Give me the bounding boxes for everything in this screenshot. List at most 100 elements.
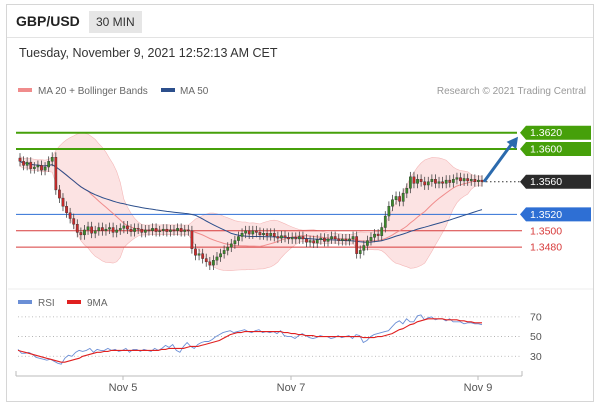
timeframe-badge[interactable]: 30 MIN <box>89 11 142 33</box>
candle-body <box>212 260 215 266</box>
ma50-legend-label: MA 50 <box>180 86 209 97</box>
ma9-legend-swatch <box>67 300 81 304</box>
level-tag-1.3600 <box>520 142 591 157</box>
candle <box>118 223 122 235</box>
candle <box>351 231 355 244</box>
candle-body <box>265 233 269 236</box>
candle-body <box>376 233 380 236</box>
candle <box>75 219 79 238</box>
candle <box>176 223 179 236</box>
candle <box>416 174 419 189</box>
candle <box>437 176 441 189</box>
candle <box>376 229 380 241</box>
candle-body <box>18 157 22 162</box>
candle <box>47 156 51 172</box>
candle-body <box>133 228 136 232</box>
candle-body <box>97 227 101 231</box>
candle-body <box>280 235 283 239</box>
candle-body <box>233 240 237 245</box>
level-label-1.3560: 1.3560 <box>530 176 562 188</box>
candle-body <box>451 179 455 183</box>
ma50-line <box>19 160 483 243</box>
candle-body <box>158 230 162 232</box>
candle-body <box>416 179 419 184</box>
candle <box>183 225 187 237</box>
candle-body <box>247 230 251 235</box>
candle-body <box>154 228 158 232</box>
candle-body <box>179 228 183 232</box>
candle-body <box>383 215 387 228</box>
candle <box>36 160 40 172</box>
candle-body <box>219 253 222 258</box>
candle-body <box>323 237 326 242</box>
candle-body <box>348 238 351 241</box>
candle <box>197 248 201 261</box>
candle <box>122 220 126 234</box>
candle-body <box>50 157 54 162</box>
candle <box>251 225 255 239</box>
ma50-legend-swatch <box>161 88 175 92</box>
candle-body <box>101 227 104 231</box>
candle-body <box>58 189 61 199</box>
candle <box>151 223 154 236</box>
candle-body <box>147 229 151 232</box>
candle-body <box>29 161 33 169</box>
candle <box>229 238 233 253</box>
symbol-label: GBP/USD <box>16 13 80 29</box>
candle-body <box>426 181 430 186</box>
candle <box>25 157 29 171</box>
rsi-tick-30: 30 <box>530 351 542 363</box>
candle-body <box>204 258 208 263</box>
x-tick-label: Nov 7 <box>277 382 306 394</box>
candle-body <box>90 226 93 234</box>
candle <box>208 256 212 271</box>
x-tick-label: Nov 9 <box>464 382 493 394</box>
candle-body <box>366 240 369 246</box>
candle-body <box>104 228 108 231</box>
candle-body <box>419 179 423 182</box>
candle-body <box>380 227 384 236</box>
candle <box>323 233 326 247</box>
candle-body <box>65 206 68 213</box>
bollinger-band <box>19 132 483 271</box>
candle-body <box>129 228 133 232</box>
candle <box>158 225 162 237</box>
candle <box>272 228 276 242</box>
candle-body <box>169 229 172 232</box>
candle <box>330 231 333 244</box>
candle-body <box>172 229 176 232</box>
level-label-1.3620: 1.3620 <box>530 127 562 139</box>
candle <box>333 231 337 244</box>
candle <box>83 225 86 240</box>
datetime-label: Tuesday, November 9, 2021 12:52:13 AM CE… <box>19 46 278 60</box>
candle <box>362 240 366 256</box>
candle-body <box>477 179 480 182</box>
candle <box>290 232 294 244</box>
candle-body <box>251 230 255 235</box>
candle <box>222 245 226 259</box>
trend-arrow-shaft <box>482 139 516 183</box>
candle <box>448 175 452 188</box>
candle <box>86 221 90 235</box>
candle <box>394 191 398 205</box>
level-tag-1.3560 <box>520 174 591 189</box>
candle-body <box>244 230 247 234</box>
candle-body <box>83 229 86 236</box>
rsi-chart: 70 50 30 <box>17 311 542 365</box>
candle <box>143 225 147 238</box>
level-label-1.3520: 1.3520 <box>530 209 562 221</box>
candle-body <box>369 237 373 241</box>
candle-body <box>79 232 83 236</box>
candle <box>255 225 258 238</box>
candle <box>201 248 205 264</box>
candle-body <box>86 226 90 231</box>
candle <box>477 175 480 187</box>
level-label-1.3500: 1.3500 <box>530 225 562 237</box>
candle <box>115 225 119 238</box>
candle <box>186 225 190 236</box>
candle <box>240 228 244 242</box>
candle <box>469 174 473 186</box>
candle <box>434 174 437 189</box>
candle <box>226 242 230 256</box>
candle <box>233 235 237 249</box>
